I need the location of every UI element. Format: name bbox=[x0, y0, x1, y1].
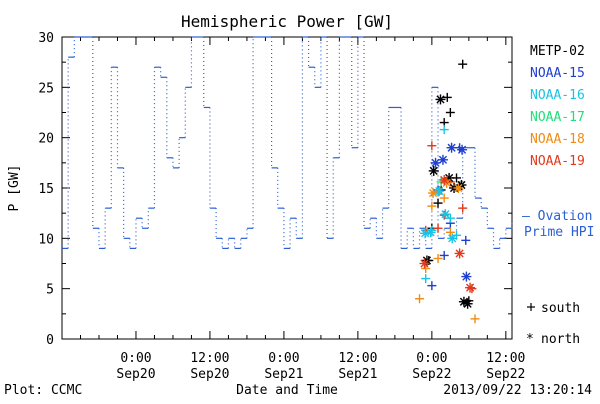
marker-stroke bbox=[447, 143, 456, 152]
y-tick-label: 20 bbox=[38, 132, 54, 147]
chart-title: Hemispheric Power [GW] bbox=[181, 12, 393, 31]
marker-stroke bbox=[440, 175, 449, 185]
south-point bbox=[427, 281, 437, 291]
footer-xlabel: Date and Time bbox=[236, 383, 338, 398]
north-point bbox=[458, 296, 469, 307]
legend-entry: NOAA-18 bbox=[530, 132, 585, 147]
south-point bbox=[445, 108, 455, 117]
south-point bbox=[461, 235, 471, 245]
south-point bbox=[439, 193, 449, 203]
footer-timestamp: 2013/09/22 13:20:14 bbox=[443, 383, 592, 398]
x-tick-date: Sep22 bbox=[486, 367, 525, 382]
x-tick-date: Sep21 bbox=[338, 367, 377, 382]
north-point bbox=[461, 271, 472, 282]
x-tick-time: 12:00 bbox=[190, 351, 229, 366]
north-point bbox=[440, 209, 451, 220]
marker-stroke bbox=[455, 249, 464, 258]
marker-stroke bbox=[426, 228, 435, 237]
marker-stroke bbox=[429, 188, 438, 198]
south-point bbox=[458, 203, 468, 213]
north-point bbox=[465, 282, 476, 293]
north-point bbox=[439, 174, 450, 185]
y-tick-label: 25 bbox=[38, 81, 54, 96]
south-point bbox=[470, 314, 480, 324]
y-tick-label: 30 bbox=[38, 31, 54, 46]
south-point bbox=[421, 274, 431, 284]
marker-stroke bbox=[465, 283, 475, 292]
south-point bbox=[427, 201, 437, 211]
south-point bbox=[439, 250, 449, 260]
y-tick-label: 10 bbox=[38, 232, 54, 247]
south-point bbox=[445, 213, 455, 223]
marker-stroke bbox=[441, 210, 450, 219]
south-point bbox=[439, 125, 449, 135]
legend-south: south bbox=[541, 301, 580, 316]
marker-stroke bbox=[420, 259, 429, 268]
north-point bbox=[446, 142, 457, 153]
legend-ovation: — Ovation bbox=[522, 209, 592, 224]
north-point bbox=[430, 157, 441, 168]
x-tick-time: 0:00 bbox=[416, 351, 447, 366]
marker-stroke bbox=[436, 95, 445, 104]
south-point bbox=[427, 141, 437, 151]
x-tick-date: Sep21 bbox=[264, 367, 303, 382]
legend-entry: NOAA-15 bbox=[530, 66, 585, 81]
marker-stroke bbox=[454, 183, 463, 193]
x-tick-date: Sep20 bbox=[116, 367, 155, 382]
north-point bbox=[437, 154, 448, 165]
x-tick-time: 0:00 bbox=[120, 351, 151, 366]
marker-stroke bbox=[438, 155, 448, 164]
south-point bbox=[445, 227, 455, 237]
south-point bbox=[458, 59, 468, 69]
x-tick-date: Sep22 bbox=[412, 367, 451, 382]
north-point bbox=[419, 258, 430, 269]
x-tick-time: 12:00 bbox=[338, 351, 377, 366]
marker-stroke bbox=[457, 145, 467, 154]
north-point bbox=[462, 298, 473, 309]
legend-star-marker: * bbox=[526, 332, 534, 347]
south-point bbox=[433, 198, 443, 208]
x-tick-date: Sep20 bbox=[190, 367, 229, 382]
x-tick-time: 0:00 bbox=[268, 351, 299, 366]
south-point bbox=[415, 294, 425, 304]
marker-stroke bbox=[459, 297, 469, 306]
y-tick-label: 15 bbox=[38, 182, 54, 197]
north-point bbox=[457, 144, 468, 155]
marker-stroke bbox=[448, 234, 457, 243]
x-tick-time: 12:00 bbox=[486, 351, 525, 366]
legend-entry: NOAA-16 bbox=[530, 88, 585, 103]
plot-frame bbox=[61, 36, 513, 340]
north-point bbox=[425, 227, 436, 238]
legend-ovation-2: Prime HPI bbox=[524, 225, 594, 240]
legend-entry: METP-02 bbox=[530, 44, 585, 59]
south-point bbox=[433, 253, 443, 263]
north-point bbox=[453, 183, 464, 193]
y-tick-label: 5 bbox=[46, 283, 54, 298]
north-point bbox=[447, 233, 458, 244]
north-point bbox=[435, 94, 446, 105]
marker-stroke bbox=[462, 272, 471, 281]
footer-plot-source: Plot: CCMC bbox=[4, 383, 82, 398]
north-point bbox=[454, 248, 465, 259]
marker-stroke bbox=[463, 299, 472, 308]
south-point bbox=[433, 223, 443, 233]
y-axis-label: P [GW] bbox=[7, 165, 22, 212]
legend-entry: NOAA-17 bbox=[530, 110, 585, 125]
north-point bbox=[428, 188, 439, 199]
legend-north: north bbox=[541, 332, 580, 347]
south-point bbox=[442, 92, 452, 102]
marker-stroke bbox=[429, 166, 438, 175]
north-point bbox=[428, 165, 439, 176]
marker-stroke bbox=[420, 229, 430, 238]
y-tick-label: 0 bbox=[46, 333, 54, 348]
legend-entry: NOAA-19 bbox=[530, 154, 585, 169]
